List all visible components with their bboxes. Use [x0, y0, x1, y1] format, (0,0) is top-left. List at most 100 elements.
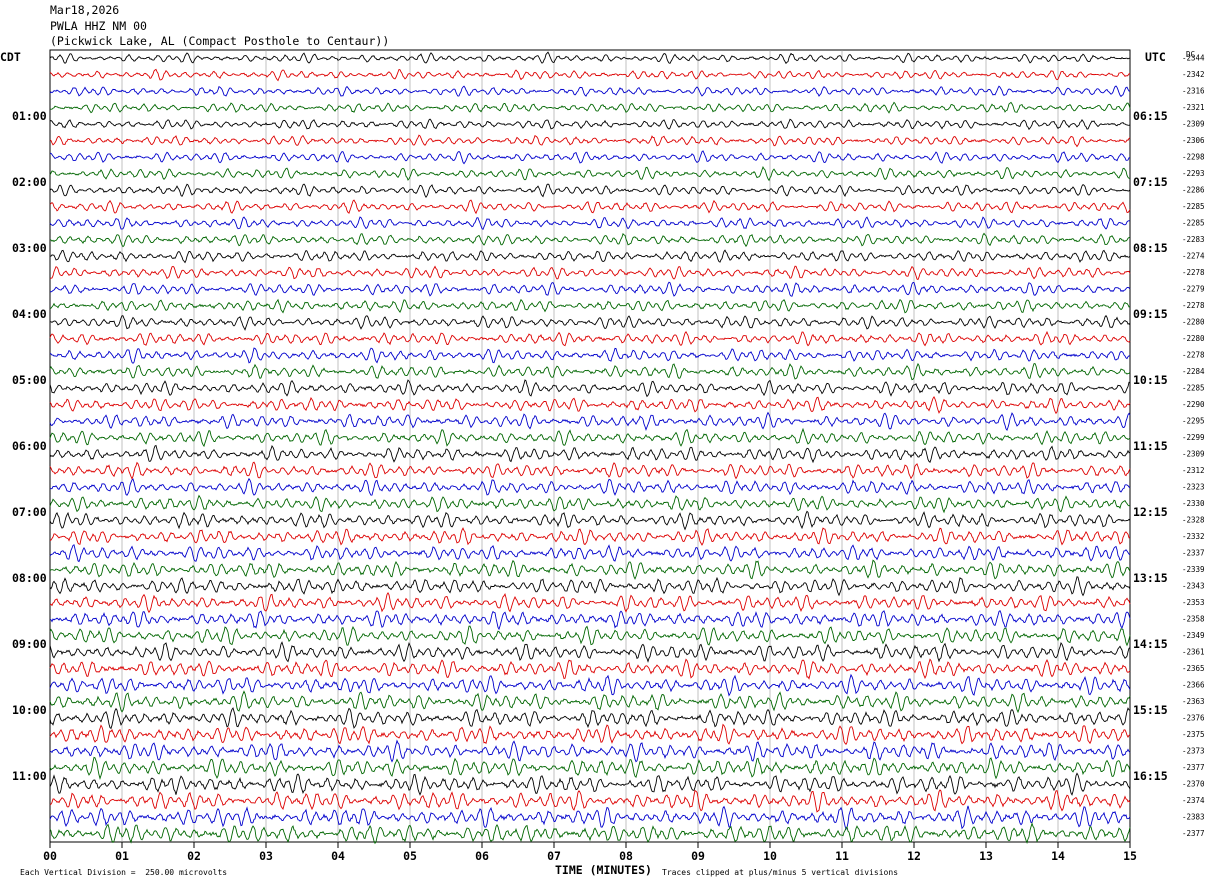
dc-offset-label: -2299: [1182, 433, 1205, 442]
dc-offset-label: -2312: [1182, 466, 1205, 475]
right-hour-label: 06:15: [1133, 109, 1168, 123]
right-hour-label: 14:15: [1133, 637, 1168, 651]
dc-offset-label: -2365: [1182, 664, 1205, 673]
plot-frame: [49, 49, 1131, 843]
dc-offset-label: -2342: [1182, 70, 1205, 79]
trace-line: [49, 166, 1130, 182]
trace-line: [49, 134, 1131, 148]
footer-clip: Traces clipped at plus/minus 5 vertical …: [662, 868, 899, 877]
trace-line: [49, 232, 1131, 248]
dc-offset-label: -2284: [1182, 367, 1205, 376]
x-tick-label: 07: [547, 849, 561, 863]
left-hour-label: 05:00: [12, 373, 47, 387]
trace-line: [49, 461, 1131, 480]
left-hour-label: 07:00: [12, 505, 47, 519]
trace-line: [49, 690, 1131, 714]
left-hour-label: 06:00: [12, 439, 47, 453]
trace-line: [49, 658, 1131, 680]
trace-line: [49, 216, 1131, 230]
right-hour-label: 08:15: [1133, 241, 1168, 255]
dc-offset-label: -2285: [1182, 383, 1205, 392]
x-tick-label: 02: [187, 849, 201, 863]
trace-line: [49, 330, 1131, 347]
dc-offset-label: -2374: [1182, 796, 1205, 805]
trace-line: [49, 379, 1131, 398]
header-location: (Pickwick Lake, AL (Compact Posthole to …: [50, 34, 390, 48]
trace-line: [49, 576, 1131, 597]
left-hour-label: 03:00: [12, 241, 47, 255]
left-hour-label: 09:00: [12, 637, 47, 651]
right-zone-label: UTC: [1145, 50, 1166, 64]
header-station: PWLA HHZ NM 00: [50, 19, 147, 33]
left-hour-label: 08:00: [12, 571, 47, 585]
dc-offset-label: -2285: [1182, 218, 1205, 227]
trace-line: [49, 591, 1131, 614]
trace-line: [49, 641, 1131, 663]
trace-line: [49, 789, 1131, 813]
dc-offset-label: -2361: [1182, 647, 1205, 656]
right-hour-label: 16:15: [1133, 769, 1168, 783]
dc-offset-label: -2323: [1182, 482, 1205, 491]
dc-offset-label: -2295: [1182, 416, 1205, 425]
trace-line: [50, 314, 1131, 331]
dc-offset-label: -2286: [1182, 185, 1205, 194]
dc-offset-label: -2376: [1182, 713, 1205, 722]
trace-line: [49, 707, 1131, 730]
trace-line: [49, 395, 1131, 415]
dc-offset-label: -2278: [1182, 301, 1205, 310]
left-zone-label: CDT: [0, 50, 21, 64]
x-tick-label: 00: [43, 849, 57, 863]
x-tick-label: 06: [475, 849, 489, 863]
trace-line: [49, 265, 1131, 281]
x-tick-label: 05: [403, 849, 417, 863]
x-tick-label: 04: [331, 849, 345, 863]
dc-offset-label: -2285: [1182, 202, 1205, 211]
right-hour-label: 13:15: [1133, 571, 1168, 585]
trace-line: [49, 544, 1131, 563]
trace-line: [49, 150, 1131, 165]
dc-offset-label: -2370: [1182, 779, 1205, 788]
trace-line: [50, 101, 1131, 114]
right-hour-label: 10:15: [1133, 373, 1168, 387]
trace-line: [49, 427, 1131, 448]
trace-line: [49, 118, 1131, 131]
dc-offset-label: -2337: [1182, 548, 1205, 557]
x-tick-label: 13: [979, 849, 993, 863]
trace-line: [49, 347, 1131, 364]
trace-line: [49, 51, 1131, 65]
trace-line: [49, 249, 1131, 264]
dc-offset-label: -2363: [1182, 697, 1205, 706]
dc-offset-label: -2343: [1182, 581, 1205, 590]
dc-offset-label: -2316: [1182, 86, 1205, 95]
trace-line: [49, 477, 1131, 496]
x-tick-label: 11: [835, 849, 849, 863]
dc-offset-label: -2321: [1182, 103, 1205, 112]
trace-line: [49, 85, 1131, 98]
dc-offset-label: -2280: [1182, 334, 1205, 343]
dc-offset-label: -2377: [1182, 763, 1205, 772]
x-axis-title: TIME (MINUTES): [555, 863, 652, 877]
dc-offset-label: -2298: [1182, 152, 1205, 161]
x-tick-label: 09: [691, 849, 705, 863]
dc-offset-label: -2349: [1182, 631, 1205, 640]
right-hour-label: 12:15: [1133, 505, 1168, 519]
trace-line: [49, 510, 1131, 531]
dc-offset-label: -2366: [1182, 680, 1205, 689]
right-hour-label: 15:15: [1133, 703, 1168, 717]
dc-offset-label: -2339: [1182, 565, 1205, 574]
trace-line: [49, 756, 1131, 780]
dc-offset-label: -2328: [1182, 515, 1205, 524]
dc-offset-label: -2278: [1182, 350, 1205, 359]
dc-offset-label: -2375: [1182, 730, 1205, 739]
left-hour-label: 11:00: [12, 769, 47, 783]
dc-offset-label: -2358: [1182, 614, 1205, 623]
left-hour-label: 04:00: [12, 307, 47, 321]
dc-offset-label: -2309: [1182, 449, 1205, 458]
dc-offset-label: -2279: [1182, 284, 1205, 293]
dc-offset-label: -2278: [1182, 268, 1205, 277]
trace-line: [49, 609, 1131, 631]
trace-line: [49, 298, 1131, 314]
left-hour-label: 10:00: [12, 703, 47, 717]
footer-scale: Each Vertical Division = 250.00 microvol…: [20, 868, 228, 877]
dc-offset-label: -2332: [1182, 532, 1205, 541]
